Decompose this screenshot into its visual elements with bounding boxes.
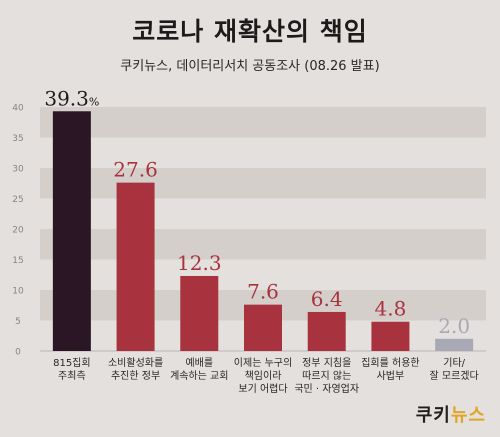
bar-value-label: 39.3% (44, 86, 99, 110)
bar (180, 275, 219, 351)
x-category-label: 정부 지침을 (302, 357, 351, 369)
bar-value-label: 4.8 (375, 297, 407, 321)
bar-value-label: 27.6 (113, 158, 158, 182)
bar (435, 338, 474, 351)
brand-logo-part1: 쿠키 (415, 405, 451, 426)
chart-subtitle: 쿠키뉴스, 데이터리서치 공동조사 (08.26 발표) (120, 59, 380, 74)
x-category-label: 집회를 허용한 (361, 357, 419, 369)
brand-logo-part2: 뉴스 (450, 405, 486, 426)
y-tick-label: 35 (12, 134, 23, 144)
bar (307, 311, 346, 351)
bar-value-label: 6.4 (311, 287, 343, 311)
y-tick-label: 20 (12, 226, 24, 236)
y-tick-label: 5 (15, 317, 21, 327)
bar (244, 304, 282, 351)
x-category-label: 이제는 누구의 (234, 357, 292, 369)
bar-value-unit: % (89, 95, 99, 108)
y-tick-label: 30 (12, 165, 24, 175)
x-category-label: 소비활성화를 (108, 356, 163, 369)
grid-band (40, 229, 486, 260)
bar (116, 182, 155, 351)
y-tick-label: 0 (15, 348, 21, 358)
x-category-label: 책임이라 (245, 369, 282, 382)
bar (371, 321, 410, 351)
x-category-label: 따르지 않는 (302, 370, 351, 382)
grid-band (40, 107, 486, 138)
chart-title: 코로나 재확산의 책임 (132, 17, 368, 46)
grid-band (40, 168, 486, 199)
bar-value-label: 12.3 (177, 251, 222, 275)
bar (52, 111, 91, 352)
x-category-label: 815집회 (53, 357, 91, 369)
x-category-label: 잘 모르겠다 (430, 370, 479, 382)
y-tick-label: 10 (12, 287, 24, 297)
x-category-label: 계속하는 교회 (170, 369, 228, 382)
bar-value-label: 7.6 (247, 280, 279, 304)
y-tick-label: 15 (12, 256, 23, 266)
x-category-label: 사법부 (377, 370, 405, 382)
bar-value-label: 2.0 (438, 314, 470, 338)
x-category-label: 보기 어렵다 (238, 382, 287, 395)
x-category-label: 예배를 (185, 357, 213, 369)
x-category-label: 추진한 정부 (111, 370, 160, 382)
x-category-label: 주최측 (58, 370, 86, 382)
x-category-label: 기타/ (443, 357, 465, 369)
y-tick-label: 25 (12, 195, 23, 205)
y-tick-label: 40 (12, 104, 24, 114)
brand-logo: 쿠키뉴스 (416, 401, 486, 427)
x-category-label: 국민 · 자영업자 (294, 382, 359, 395)
